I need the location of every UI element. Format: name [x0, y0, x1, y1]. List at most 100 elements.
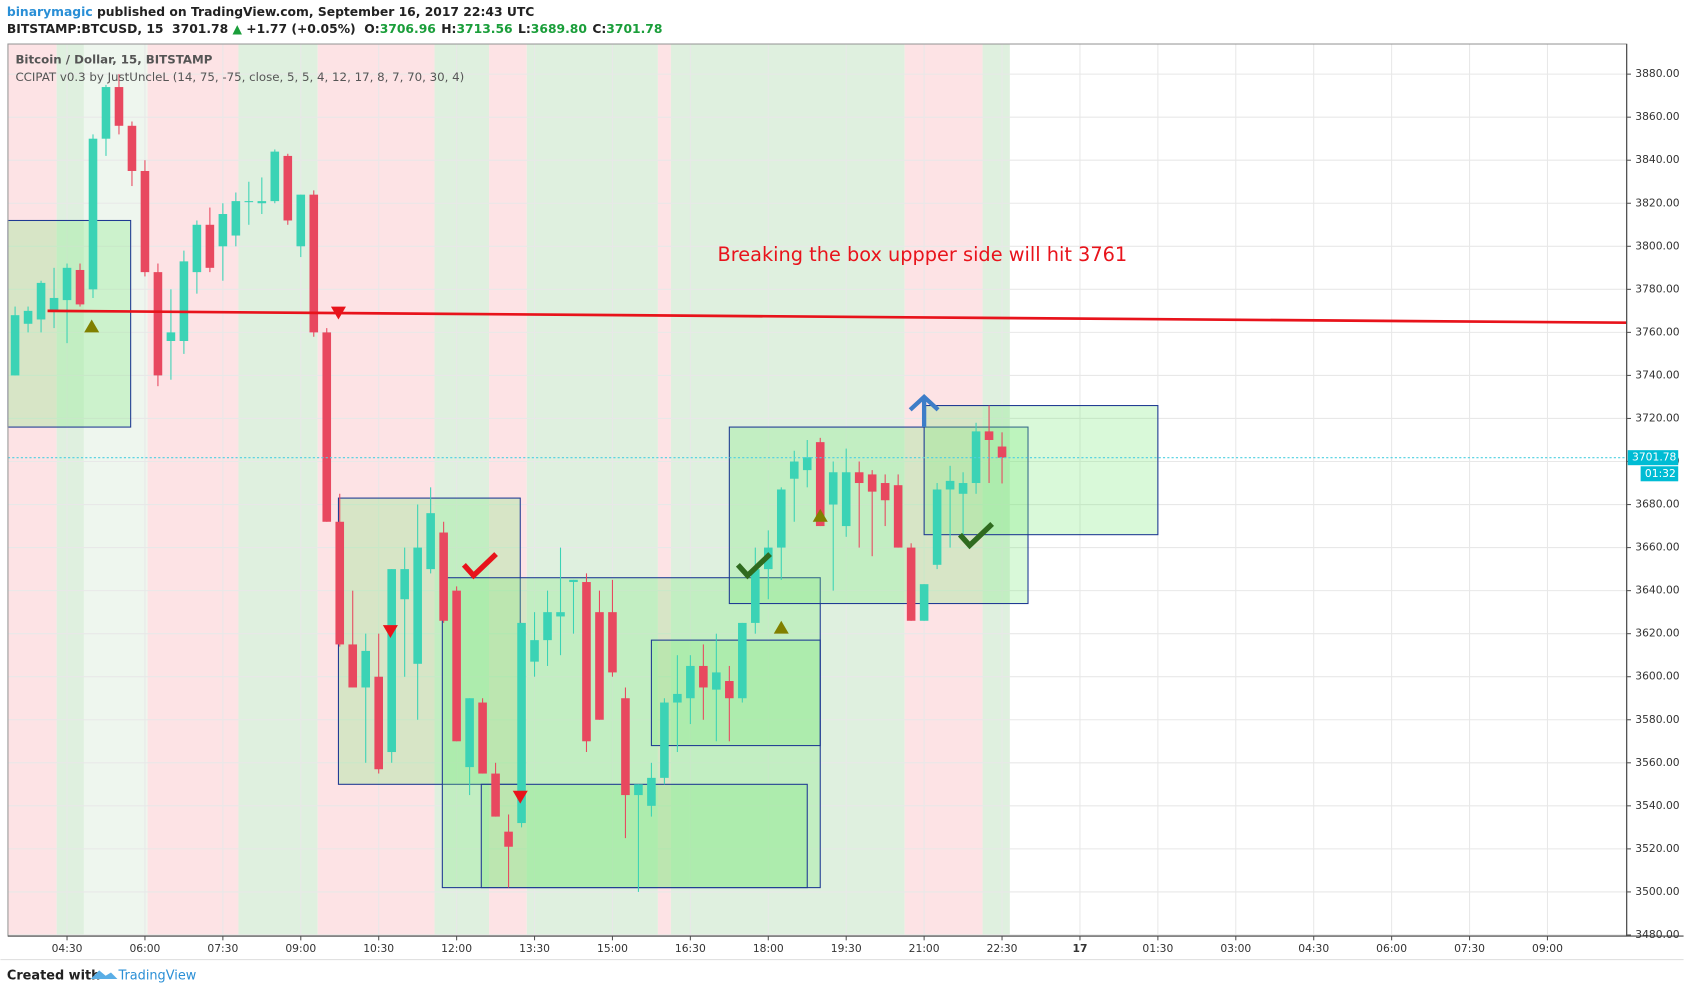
- box: [923, 405, 1159, 536]
- candle-body: [296, 194, 306, 247]
- y-tick-label: 3860.00: [1635, 110, 1680, 123]
- candle-body: [751, 569, 760, 623]
- candle-body: [893, 485, 903, 548]
- y-tick-label: 3740.00: [1635, 368, 1680, 381]
- change: +1.77 (+0.05%): [246, 21, 355, 35]
- candle-body: [621, 698, 630, 796]
- countdown: 01:32: [1645, 467, 1676, 480]
- candle-body: [335, 521, 345, 645]
- candle-body: [958, 483, 968, 494]
- y-tick-label: 3680.00: [1635, 498, 1680, 511]
- l-value: 3689.80: [531, 21, 587, 35]
- candle-body: [114, 87, 124, 126]
- y-tick-label: 3720.00: [1635, 411, 1680, 424]
- price-tag-label: 3701.78: [1632, 451, 1677, 464]
- y-tick-label: 3480.00: [1635, 928, 1680, 941]
- candle-body: [919, 584, 929, 621]
- candle-body: [309, 194, 319, 333]
- candle-body: [439, 532, 448, 621]
- symbol: BITSTAMP:BTCUSD, 15: [7, 21, 164, 35]
- candle-body: [595, 612, 604, 720]
- marker-down: [382, 625, 398, 638]
- candle-body: [283, 155, 293, 221]
- candle-body: [361, 650, 371, 688]
- candle-body: [634, 784, 643, 796]
- box: [480, 783, 808, 889]
- y-tick-label: 3620.00: [1635, 627, 1680, 640]
- c-label: C:: [592, 21, 606, 35]
- legend-title: Bitcoin / Dollar, 15, BITSTAMP: [15, 53, 212, 67]
- candle-body: [945, 480, 955, 490]
- candle-body: [854, 472, 864, 484]
- marker-check: [461, 552, 498, 580]
- x-tick-label: 22:30: [987, 942, 1018, 955]
- marker-down: [330, 306, 346, 320]
- candle-body: [62, 267, 72, 301]
- x-tick-label: 01:30: [1142, 942, 1173, 955]
- x-tick-label: 12:00: [441, 942, 472, 955]
- candle-body: [932, 489, 942, 565]
- author[interactable]: binarymagic: [7, 4, 93, 18]
- c-value: 3701.78: [606, 21, 662, 35]
- x-tick-label: 04:30: [1298, 942, 1329, 955]
- x-tick-label: 07:30: [207, 942, 238, 955]
- x-tick-label: 04:30: [52, 942, 83, 955]
- candle-body: [465, 698, 474, 768]
- trend-line: [47, 309, 1627, 325]
- candle-body: [231, 201, 241, 236]
- marker-down: [512, 790, 528, 804]
- candle-body: [205, 224, 215, 268]
- footer-brand[interactable]: TradingView: [118, 968, 197, 983]
- candle-body: [841, 472, 851, 527]
- l-label: L:: [518, 21, 531, 35]
- zone: [147, 44, 239, 937]
- candle-body: [452, 590, 461, 742]
- candle-body: [270, 151, 280, 202]
- x-tick-label: 13:30: [519, 942, 550, 955]
- candle-body: [647, 777, 656, 806]
- candle-body: [244, 201, 254, 203]
- candle-body: [140, 170, 150, 273]
- candle-body: [699, 665, 708, 688]
- x-tick-label: 03:00: [1220, 942, 1251, 955]
- candle-body: [660, 702, 669, 778]
- x-tick-label: 10:30: [363, 942, 394, 955]
- candle-body: [101, 87, 111, 139]
- x-tick-label: 21:00: [909, 942, 940, 955]
- change-arrow: ▲: [233, 21, 243, 35]
- y-tick-label: 3820.00: [1635, 196, 1680, 209]
- candle-body: [802, 457, 812, 471]
- candle-body: [517, 622, 526, 824]
- countdown-tag: [1640, 466, 1679, 482]
- candle-body: [23, 310, 33, 324]
- zone: [317, 44, 435, 937]
- zone: [982, 44, 1010, 937]
- x-tick-label: 18:00: [753, 942, 784, 955]
- marker-arrow: [908, 394, 940, 428]
- y-tick-label: 3780.00: [1635, 282, 1680, 295]
- candle-body: [906, 547, 916, 621]
- o-value: 3706.96: [380, 21, 436, 35]
- candle-body: [867, 474, 877, 492]
- candle-body: [828, 472, 838, 505]
- indicator-label: CCIPAT v0.3 by JustUncleL (14, 75, -75, …: [15, 70, 464, 84]
- candle-body: [815, 442, 825, 527]
- candle-body: [387, 569, 396, 753]
- candle-body: [179, 261, 189, 341]
- x-tick-label: 19:30: [831, 942, 862, 955]
- candle-body: [997, 446, 1007, 458]
- candle-body: [984, 431, 994, 440]
- candle-body: [374, 676, 383, 770]
- y-tick-label: 3640.00: [1635, 584, 1680, 597]
- box: [650, 639, 821, 747]
- y-tick-label: 3880.00: [1635, 67, 1680, 80]
- candle-body: [257, 201, 267, 204]
- candle-body: [582, 582, 591, 742]
- x-tick-label: 06:00: [1376, 942, 1407, 955]
- y-tick-label: 3500.00: [1635, 885, 1680, 898]
- h-value: 3713.56: [456, 21, 512, 35]
- price-tag: [1627, 450, 1679, 466]
- candle-body: [192, 224, 202, 273]
- x-tick-label: 17: [1072, 942, 1087, 955]
